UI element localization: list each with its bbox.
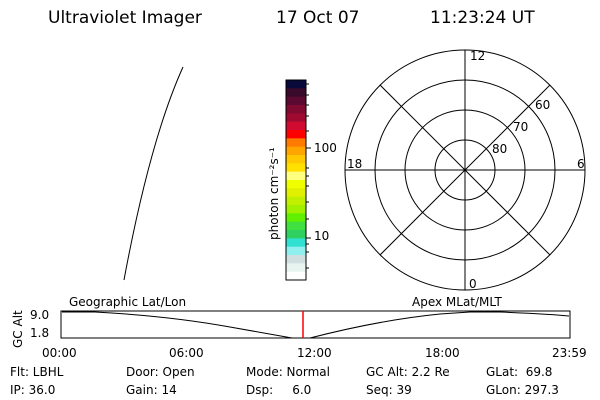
glon-status: GLon: 297.3	[486, 383, 559, 397]
colorbar-band	[286, 255, 306, 264]
colorbar-band	[286, 180, 306, 189]
colorbar-band	[286, 146, 306, 156]
apex-label: Apex MLat/MLT	[412, 295, 502, 309]
colorbar-border	[285, 79, 307, 281]
glat-status: GLat: 69.8	[486, 365, 553, 379]
ytick-1-8: 1.8	[30, 326, 50, 340]
gain-status: Gain: 14	[126, 383, 177, 397]
colorbar-band	[286, 121, 306, 131]
colorbar	[285, 79, 311, 281]
dsp-status: Dsp: 6.0	[246, 383, 312, 397]
colorbar-band	[286, 105, 306, 114]
colorbar-band	[286, 263, 306, 273]
instrument-title: Ultraviolet Imager	[48, 8, 202, 28]
altitude-timeline[interactable]	[60, 310, 571, 339]
colorbar-band	[286, 196, 306, 206]
timeline-ylabel: GC Alt	[11, 310, 25, 348]
gc-alt-status: GC Alt: 2.2 Re	[366, 365, 450, 379]
colorbar-band	[286, 221, 306, 231]
colorbar-band	[286, 171, 306, 181]
mlt-label-18: 18	[347, 157, 363, 171]
altitude-curve	[62, 311, 570, 339]
door-status: Door: Open	[126, 365, 195, 379]
colorbar-tick-100: 100	[314, 141, 337, 155]
colorbar-band	[286, 113, 306, 123]
ip-status: IP: 36.0	[10, 383, 56, 397]
colorbar-band	[286, 88, 306, 98]
mode-status: Mode: Normal	[246, 365, 330, 379]
colorbar-tick-10: 10	[314, 229, 330, 243]
colorbar-band	[286, 138, 306, 148]
xtick-0000: 00:00	[42, 346, 77, 360]
seq-status: Seq: 39	[366, 383, 412, 397]
colorbar-band	[286, 163, 306, 173]
mlt-label-12: 12	[470, 49, 486, 63]
filter-status: Flt: LBHL	[10, 365, 64, 379]
colorbar-band	[286, 96, 306, 106]
colorbar-band	[286, 213, 306, 223]
colorbar-band	[286, 130, 306, 139]
colorbar-band	[286, 238, 306, 248]
xtick-1800: 18:00	[425, 346, 460, 360]
colorbar-band	[286, 205, 306, 214]
colorbar-band	[286, 246, 306, 256]
colorbar-label: photon cm⁻²s⁻¹	[267, 147, 281, 240]
lat-label-70: 70	[513, 120, 529, 134]
lat-label-80: 80	[492, 142, 508, 156]
earth-limb-curve	[123, 66, 184, 281]
mlt-label-0: 0	[469, 277, 477, 291]
xtick-2359: 23:59	[552, 346, 587, 360]
lat-label-60: 60	[535, 98, 551, 112]
geographic-label: Geographic Lat/Lon	[69, 295, 187, 309]
polar-grid	[344, 49, 586, 291]
time-label: 11:23:24 UT	[430, 8, 535, 28]
mlt-label-6: 6	[577, 157, 585, 171]
xtick-0600: 06:00	[169, 346, 204, 360]
colorbar-band	[286, 80, 306, 89]
colorbar-band	[286, 230, 306, 239]
colorbar-band	[286, 271, 306, 281]
xtick-1200: 12:00	[297, 346, 332, 360]
ytick-9: 9.0	[30, 308, 50, 322]
colorbar-band	[286, 188, 306, 198]
date-label: 17 Oct 07	[276, 8, 360, 28]
colorbar-band	[286, 155, 306, 164]
